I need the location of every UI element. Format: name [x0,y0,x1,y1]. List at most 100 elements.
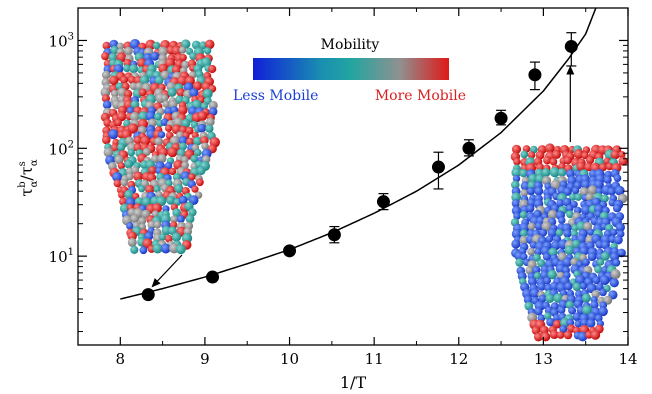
particle [178,105,188,115]
particle [128,76,136,84]
particle [520,150,529,159]
particle [127,231,137,241]
particle [112,172,123,182]
particle [172,208,182,218]
particle [563,187,572,196]
particle [527,247,536,256]
particle [590,300,599,309]
particle [147,220,157,230]
x-tick-label: 13 [534,350,553,368]
particle [511,167,522,178]
particle [204,39,215,50]
particle [579,282,588,290]
particle [196,178,204,187]
particle [587,312,598,322]
particle [194,148,202,157]
particle [157,153,167,163]
particle [130,245,139,254]
particle [534,247,543,256]
particle [569,193,577,201]
particle [547,269,557,280]
particle [201,142,209,150]
particle [528,173,538,184]
particle [568,306,577,315]
particle [607,187,616,196]
particle [563,330,573,340]
particle [549,330,559,339]
particle [582,305,593,316]
particle [535,150,545,160]
particle [511,180,520,190]
particle [599,275,610,286]
particle [139,75,150,85]
particle [151,210,160,218]
particle [178,195,188,205]
particle [586,318,596,328]
x-tick-label: 11 [365,350,384,368]
particle [563,156,572,165]
particle [114,155,124,165]
particle [581,293,592,303]
particle [101,52,110,61]
particle [129,111,140,122]
particle [613,235,623,245]
particle [598,306,608,317]
particle [178,46,187,54]
particle [148,166,157,175]
particle [203,47,212,55]
particle [154,137,164,146]
particle [610,228,618,236]
particle [587,252,597,261]
legend-less-label: Less Mobile [233,88,318,104]
x-axis-label: 1/T [340,373,367,392]
particle [572,282,582,292]
particle [117,162,126,170]
particle [133,171,144,182]
particle [189,88,199,98]
particle [534,332,543,342]
particle [168,167,177,176]
particle [610,269,621,280]
particle [581,179,591,190]
particle [102,135,111,145]
particle [585,193,594,202]
particle [139,246,148,255]
particle [577,331,588,342]
particle [571,239,581,249]
x-tick-label: 8 [116,350,126,368]
particle [511,228,522,239]
particle [615,222,625,232]
particle [564,245,575,255]
x-tick-label: 12 [449,350,468,368]
y-tick-label: 101 [49,247,74,266]
particle [543,276,551,285]
particle [108,52,118,62]
particle [179,54,187,62]
particle [529,288,540,299]
particle [572,312,582,322]
particle [101,70,111,80]
particle [527,222,536,231]
particle [541,168,551,177]
particle [586,156,595,165]
particle [547,228,557,238]
particle [127,237,137,247]
particle [562,197,572,207]
particle [605,162,614,171]
data-point [141,288,155,302]
particle [526,187,536,196]
particle [116,111,127,122]
particle [552,150,561,159]
particle [145,184,155,195]
particle [159,233,167,241]
particle [130,214,140,224]
data-point [494,111,508,125]
particle [520,253,528,261]
plot-frame [77,7,629,346]
particle [152,203,163,213]
data-point [327,228,341,242]
x-tick-label: 9 [200,350,210,368]
legend-gradient-bar [253,58,449,80]
particle [540,332,551,342]
particle [127,148,135,157]
